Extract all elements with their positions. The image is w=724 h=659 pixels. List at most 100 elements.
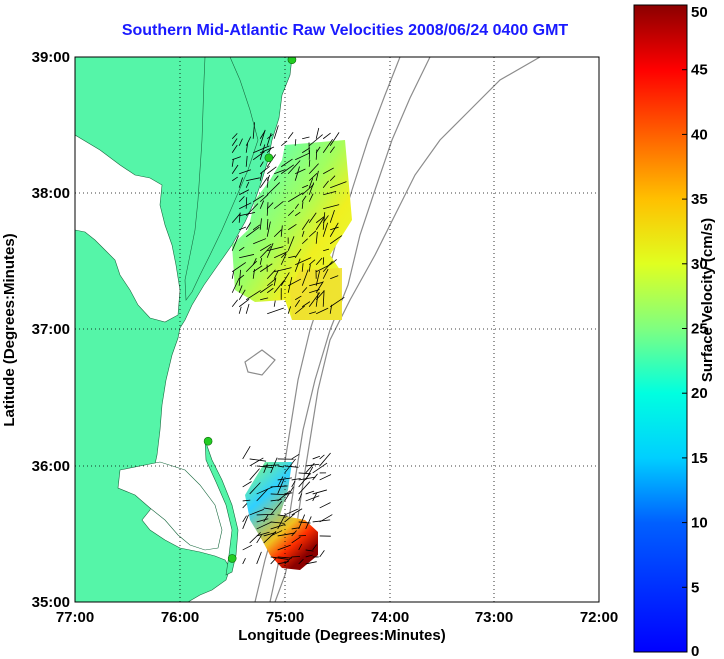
velocity-vector <box>291 453 300 460</box>
velocity-vector <box>295 152 310 161</box>
velocity-vector <box>238 269 241 286</box>
velocity-vector <box>308 264 311 272</box>
velocity-vector <box>266 278 276 287</box>
velocity-vector <box>256 551 262 565</box>
velocity-vector <box>242 544 253 551</box>
y-axis-ticks: 39:00 38:00 37:00 36:00 35:00 <box>32 49 70 611</box>
velocity-vector <box>239 254 255 259</box>
velocity-vector <box>231 299 238 307</box>
velocity-vector <box>330 275 339 280</box>
velocity-vector <box>238 138 243 146</box>
station-delmarva <box>264 153 274 163</box>
velocity-vector <box>267 307 284 315</box>
velocity-vector <box>312 462 328 474</box>
velocity-vector <box>305 462 315 474</box>
velocity-vector <box>274 251 288 259</box>
velocity-vector <box>301 219 310 230</box>
velocity-vector <box>294 166 300 181</box>
velocity-vector <box>301 195 307 202</box>
velocity-vector <box>231 164 239 174</box>
velocity-vector <box>256 521 272 530</box>
velocity-vector <box>280 140 288 147</box>
velocity-vector <box>308 182 315 195</box>
y-tick-label: 37:00 <box>32 321 70 338</box>
velocity-vector <box>266 182 281 196</box>
velocity-vector <box>280 164 295 175</box>
velocity-vector <box>329 132 340 146</box>
velocity-vector <box>315 149 318 160</box>
y-tick-label: 38:00 <box>32 185 70 202</box>
velocity-vector <box>253 238 267 245</box>
velocity-vector <box>259 283 273 294</box>
station-hatteras-north <box>203 436 213 446</box>
velocity-vector <box>238 306 242 314</box>
velocity-vector <box>249 482 261 495</box>
velocity-vector <box>287 192 304 203</box>
x-tick-label: 75:00 <box>266 609 304 626</box>
velocity-vector <box>315 127 320 139</box>
velocity-vector <box>270 457 278 474</box>
velocity-vector <box>291 478 301 481</box>
velocity-vector <box>305 554 313 558</box>
velocity-vectors <box>231 122 347 565</box>
velocity-vector <box>315 270 321 286</box>
x-axis-ticks: 77:00 76:00 75:00 74:00 73:00 72:00 <box>56 609 618 626</box>
velocity-vector <box>231 138 238 146</box>
velocity-vector <box>259 243 272 252</box>
velocity-vector <box>308 134 323 147</box>
velocity-vector <box>305 549 314 552</box>
station-north <box>287 57 297 65</box>
velocity-vector <box>322 212 326 230</box>
velocity-vector <box>298 481 311 495</box>
velocity-vector <box>330 181 347 189</box>
velocity-vector <box>266 166 277 175</box>
velocity-vector <box>238 212 241 223</box>
velocity-vector <box>266 176 269 188</box>
velocity-vector <box>312 473 318 481</box>
velocity-vector <box>287 160 301 175</box>
velocity-vector <box>319 474 332 481</box>
velocity-vector <box>323 204 340 210</box>
velocity-vector <box>277 490 291 502</box>
colorbar-tick-label: 15 <box>691 450 708 467</box>
velocity-vector <box>294 139 297 146</box>
velocity-vector <box>309 281 323 287</box>
velocity-vector <box>252 122 255 139</box>
velocity-vector <box>239 226 247 231</box>
velocity-vector <box>308 259 316 266</box>
velocity-vector <box>287 223 297 231</box>
velocity-vector <box>270 500 283 516</box>
velocity-vector <box>315 231 318 244</box>
velocity-vector <box>259 194 269 203</box>
y-tick-label: 36:00 <box>32 458 70 475</box>
velocity-vector <box>294 305 305 315</box>
velocity-vector <box>312 455 321 460</box>
velocity-vector <box>287 132 294 139</box>
velocity-vector <box>319 452 331 467</box>
velocity-vector <box>329 209 335 223</box>
velocity-vector <box>284 486 294 502</box>
velocity-vector <box>277 532 296 537</box>
velocity-vector <box>274 169 285 175</box>
velocity-vector <box>249 458 267 462</box>
velocity-vector <box>301 147 311 154</box>
velocity-vector <box>274 267 292 273</box>
velocity-vector <box>259 177 268 188</box>
velocity-vector <box>277 514 288 517</box>
colorbar-tick-label: 10 <box>691 515 708 532</box>
velocity-vector <box>280 253 287 265</box>
velocity-vector <box>273 280 285 294</box>
velocity-vector <box>259 129 266 146</box>
velocity-vector <box>329 175 336 182</box>
velocity-vector <box>238 285 243 293</box>
velocity-vector <box>266 287 274 294</box>
velocity-vector <box>231 158 234 167</box>
velocity-vector <box>249 457 264 467</box>
velocity-vector <box>259 144 266 160</box>
velocity-vector <box>291 508 303 516</box>
velocity-vector <box>238 196 245 203</box>
velocity-vector <box>301 201 304 209</box>
velocity-vector <box>245 143 249 153</box>
velocity-vector <box>308 159 311 167</box>
